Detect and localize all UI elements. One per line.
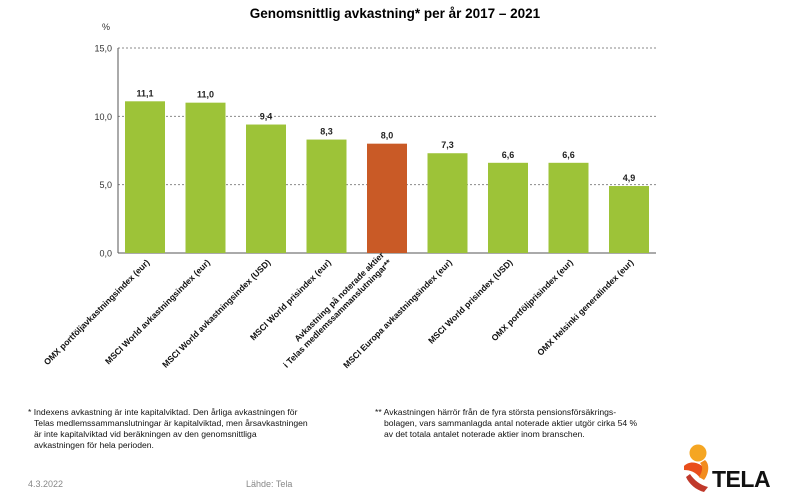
x-category-label: MSCI World avkastningsindex (eur) — [103, 257, 212, 366]
x-category-label-line: MSCI World avkastningsindex (eur) — [103, 257, 212, 366]
x-category-label: OMX portföljavkastningsindex (eur) — [42, 257, 152, 367]
footnote-line: bolagen, vars sammanlagda antal noterade… — [384, 418, 638, 428]
x-category-label: MSCI World avkastningsindex (USD) — [160, 257, 272, 369]
y-tick-label: 15,0 — [94, 44, 112, 54]
tela-logo-mark — [684, 444, 709, 492]
footnote-line: avkastningen för hela perioden. — [34, 440, 154, 450]
bar — [488, 162, 528, 253]
footnote-mark: ** — [375, 407, 382, 417]
bar-value-label: 4,9 — [623, 173, 636, 183]
bar — [246, 124, 286, 254]
y-tick-label: 10,0 — [94, 112, 112, 122]
footnote-line: är inte kapitalviktad vid beräkningen av… — [34, 429, 257, 439]
bar-value-label: 6,6 — [562, 150, 575, 160]
y-tick-label: 5,0 — [99, 180, 112, 190]
bar — [185, 102, 226, 254]
bar — [609, 186, 649, 253]
date-label: 4.3.2022 — [28, 479, 64, 489]
y-axis-ticks: 0,0 5,0 10,0 15,0 — [94, 44, 112, 259]
source-label: Lähde: Tela — [246, 479, 293, 489]
bar-value-label: 9,4 — [260, 112, 273, 122]
bar — [548, 162, 589, 253]
x-category-label-line: i Telas medlemssammanslutningar** — [281, 257, 394, 370]
bar-value-label: 8,0 — [381, 131, 394, 141]
data-labels: 11,1 11,0 9,4 8,3 8,0 7,3 6,6 6,6 4,9 — [136, 88, 635, 183]
bar — [427, 153, 468, 253]
bar — [306, 139, 347, 253]
footnote-line: Telas medlemssammanslutningar är kapital… — [34, 418, 308, 428]
bar-value-label: 6,6 — [502, 150, 515, 160]
bars — [125, 101, 649, 254]
bar — [125, 101, 165, 253]
x-category-label-line: OMX portföljavkastningsindex (eur) — [42, 257, 152, 367]
footnote-mark: * — [28, 407, 32, 417]
footnote-source-companies: ** Avkastningen härrör från de fyra stör… — [375, 407, 675, 440]
footnote-line: av det totala antalet noterade aktier in… — [384, 429, 585, 439]
bar-value-label: 11,0 — [197, 90, 214, 100]
footnote-line: Avkastningen härrör från de fyra största… — [383, 407, 617, 417]
x-category-label-line: OMX Helsinki generalindex (eur) — [535, 257, 635, 357]
y-tick-label: 0,0 — [99, 249, 112, 259]
footnote-line: Indexens avkastning är inte kapitalvikta… — [33, 407, 298, 417]
bar-value-label: 11,1 — [136, 88, 153, 98]
x-category-label: OMX Helsinki generalindex (eur) — [535, 257, 635, 357]
bar — [367, 143, 407, 253]
bar-chart: Genomsnittlig avkastning* per år 2017 – … — [42, 6, 656, 370]
tela-logo-text: TELA — [712, 466, 770, 492]
x-category-label-line: MSCI World avkastningsindex (USD) — [160, 257, 272, 369]
x-axis-categories: OMX portföljavkastningsindex (eur)MSCI W… — [42, 249, 636, 370]
bar-value-label: 8,3 — [320, 127, 333, 137]
bar-value-label: 7,3 — [441, 140, 454, 150]
tela-logo: TELA — [684, 444, 771, 492]
chart-title: Genomsnittlig avkastning* per år 2017 – … — [250, 6, 541, 21]
y-axis-unit-label: % — [102, 22, 110, 32]
footnote-capital-weighting: * Indexens avkastning är inte kapitalvik… — [28, 407, 358, 451]
x-category-label-line: Avkastning på noterade aktier — [292, 249, 386, 343]
